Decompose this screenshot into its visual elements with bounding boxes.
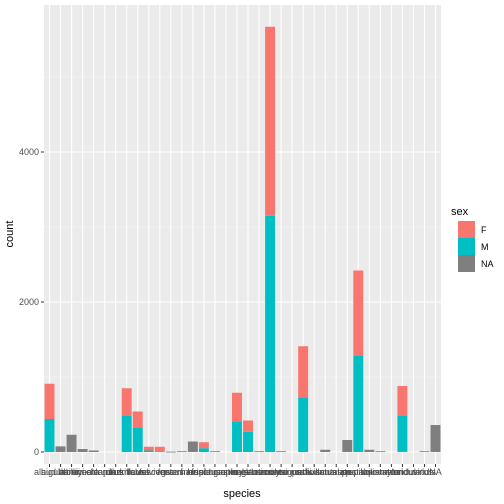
y-tick-label: 0 [34,447,39,457]
x-tick-label: penicillatus [292,467,337,477]
legend-key-M [458,238,475,255]
x-tick-label: sp. [341,467,353,477]
bar-torridus-M [397,416,408,452]
x-tick-label: undulatus [394,467,434,477]
bar-flavus-F [132,411,143,428]
bar-maniculatus-M [232,421,242,452]
x-tick-label: chlorurus [86,467,124,477]
x-tick-label: hispidus [187,467,221,477]
y-tick-label: 2000 [19,297,39,307]
x-tick-label: NA [429,467,442,477]
x-tick-label: spectabilis [337,467,380,477]
bar-baileyi-NA [66,434,77,452]
x-tick-label: audubonii [41,467,80,477]
bar-harrisi-NA [187,441,198,452]
bar-NA-NA [430,425,441,452]
y-axis: 0 2000 4000 [19,147,44,457]
x-tick-label: squamata [361,467,401,477]
x-tick-label: eremicus [108,467,145,477]
bar-spilosoma-NA [364,449,375,452]
bar-fulviventer-M [154,451,165,453]
legend: sex FM NA [451,206,494,272]
bar-torridus-NA [397,451,408,453]
x-tick-label: fuscus [158,467,185,477]
bar-squamata-NA [375,451,386,453]
bar-leucogaster-NA [209,451,220,453]
x-tick-label: torridus [387,467,418,477]
x-tick-label: scutalatus [316,467,357,477]
bar-fulvescens-M [143,450,154,452]
bar-torridus-F [397,386,408,416]
bar-bilineata-NA [77,449,88,452]
x-tick-label: flavus [126,467,150,477]
bar-spectabilis-F [353,270,364,356]
bar-audubonii-NA [55,446,66,452]
bar-fulviventer-F [154,446,165,452]
x-tick-label: bilineata [66,467,100,477]
x-tick-label: brunneicapillus [64,467,125,477]
bar-montanus-NA [276,451,287,453]
x-tick-label: taylori [379,467,403,477]
x-tick-label: savannarum [300,467,350,477]
bar-merriami-F [265,26,276,216]
x-tick-label: spilosoma [349,467,390,477]
y-axis-title: count [4,221,16,248]
x-tick-label: maniculatus [213,467,262,477]
x-tick-label: melanocorys [234,467,286,477]
bar-ordii-M [298,398,309,452]
y-tick-label: 4000 [19,147,39,157]
bar-brunneicapillus-NA [88,450,99,452]
bar-fuscus-NA [165,451,176,453]
bar-hispidus-M [198,448,209,452]
bar-fulvescens-F [143,446,154,451]
bar-savannarum-NA [320,449,331,452]
x-axis-title: species [223,488,261,500]
bar-megalotis-F [243,420,253,432]
bar-megalotis-M [243,431,253,452]
x-tick-label: clarki [105,467,126,477]
x-tick-label: megalotis [229,467,268,477]
panel-background [44,5,441,464]
bar-spectabilis-M [353,356,364,452]
bar-melanocorys-NA [254,451,265,453]
bar-eremicus-F [121,388,132,416]
x-tick-label: ordii [295,467,312,477]
x-tick-label: gramineus [161,467,204,477]
legend-label-M: M [481,242,489,252]
bar-flavus-M [132,428,143,452]
bar-eremicus-M [121,416,132,452]
x-tick-label: fulvescens [127,467,170,477]
bar-albigula-M [44,419,55,452]
bar-merriami-M [265,215,276,452]
bar-maniculatus-F [232,392,242,422]
bars [44,26,441,453]
bar-gramineus-NA [176,451,187,453]
bar-hispidus-F [198,442,209,449]
legend-title: sex [451,206,469,218]
bar-viridis-NA [419,451,430,453]
x-tick-label: albigula [34,467,65,477]
x-tick-label: baileyi [59,467,85,477]
bar-albigula-F [44,383,55,419]
legend-key-NA [458,255,475,272]
bar-ordii-F [298,346,309,398]
bar-sp.-NA [342,440,353,452]
x-tick-label: leucophrys [204,467,248,477]
x-tick-label: montanus [261,467,301,477]
x-tick-label: ochrognathus [265,467,320,477]
x-axis: albigulaauduboniibaileyibilineatabrunnei… [34,464,442,477]
legend-label-NA: NA [481,259,494,269]
x-tick-label: merriami [253,467,288,477]
x-tick-label: fulviventer [139,467,180,477]
x-tick-label: leucogaster [192,467,239,477]
x-tick-label: viridis [413,467,437,477]
legend-label-F: F [481,225,487,235]
legend-key-F [458,221,475,238]
x-tick-label: harrisi [181,467,206,477]
